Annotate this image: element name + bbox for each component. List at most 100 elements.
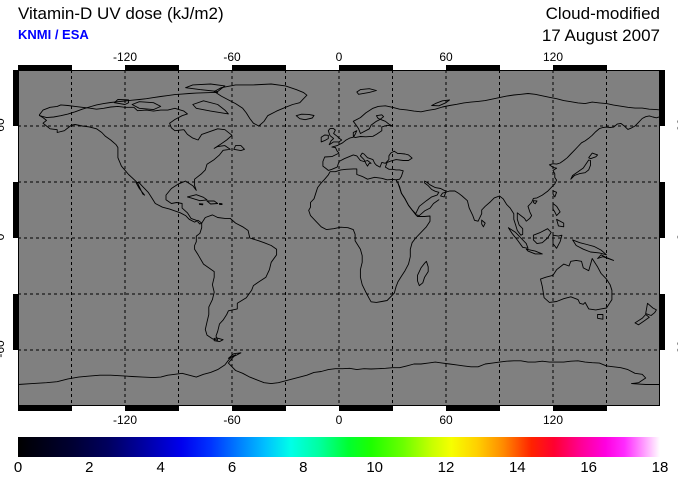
colorbar-tick-label: 4 bbox=[156, 459, 165, 476]
coastline-path bbox=[525, 248, 543, 255]
axis-tick-band-bottom bbox=[178, 406, 232, 411]
axis-tick-band-top bbox=[18, 65, 72, 70]
coastline-path bbox=[572, 239, 607, 256]
axis-tick-band-bottom bbox=[339, 406, 393, 411]
x-axis-tick-label: 60 bbox=[439, 50, 453, 64]
y-axis-tick-label: -60 bbox=[0, 340, 7, 358]
date-label: 17 August 2007 bbox=[541, 26, 660, 45]
coastline-path bbox=[507, 227, 529, 249]
coastline-path bbox=[481, 219, 486, 228]
coastline-path bbox=[415, 115, 660, 236]
header: Vitamin-D UV dose (kJ/m2) KNMI / ESA Clo… bbox=[0, 0, 678, 52]
x-axis-tick-label: -60 bbox=[223, 413, 241, 427]
x-axis-tick-label: -120 bbox=[112, 50, 138, 64]
coastline-path bbox=[194, 214, 278, 341]
map-panel bbox=[13, 65, 665, 411]
coastline-path bbox=[38, 104, 233, 225]
axis-tick-band-bottom bbox=[71, 406, 125, 411]
axis-tick-band-bottom bbox=[606, 406, 660, 411]
coastline-path bbox=[322, 105, 417, 215]
coastline-path bbox=[645, 302, 657, 316]
axis-tick-band-top bbox=[446, 65, 500, 70]
axis-tick-band-top bbox=[178, 65, 232, 70]
coastline-path bbox=[308, 168, 431, 303]
coastline-path bbox=[417, 260, 429, 287]
axis-tick-band-top bbox=[392, 65, 446, 70]
axis-tick-band-bottom bbox=[232, 406, 286, 411]
axis-tick-band-bottom bbox=[392, 406, 446, 411]
coastline-path bbox=[556, 218, 565, 228]
coastline-path bbox=[213, 337, 224, 343]
axis-tick-band-top bbox=[606, 65, 660, 70]
axis-tick-band-top bbox=[553, 65, 607, 70]
map-coastlines bbox=[18, 83, 660, 385]
axis-tick-band-bottom bbox=[446, 406, 500, 411]
world-map bbox=[18, 70, 660, 406]
coastline-path bbox=[295, 113, 315, 121]
coastline-path bbox=[192, 100, 229, 115]
axis-tick-band-bottom bbox=[285, 406, 339, 411]
axis-tick-band-left bbox=[13, 350, 18, 406]
axis-tick-band-right bbox=[660, 238, 665, 294]
x-axis-tick-label: 120 bbox=[542, 50, 564, 64]
coastline-path bbox=[327, 128, 343, 146]
axis-tick-band-left bbox=[13, 126, 18, 182]
x-axis-tick-label: 120 bbox=[542, 413, 564, 427]
x-axis-tick-label: 60 bbox=[439, 413, 453, 427]
axis-tick-band-bottom bbox=[553, 406, 607, 411]
axis-tick-band-bottom bbox=[125, 406, 179, 411]
coastline-path bbox=[206, 200, 219, 205]
axis-tick-band-bottom bbox=[18, 406, 72, 411]
x-axis-tick-label: -60 bbox=[223, 50, 241, 64]
x-axis-tick-label: -120 bbox=[112, 413, 138, 427]
axis-tick-band-top bbox=[125, 65, 179, 70]
axis-tick-band-left bbox=[13, 238, 18, 294]
page-title: Vitamin-D UV dose (kJ/m2) bbox=[18, 4, 224, 23]
coastline-path bbox=[552, 234, 563, 249]
coastline-path bbox=[131, 101, 162, 111]
axis-tick-band-right bbox=[660, 126, 665, 182]
axis-tick-band-right bbox=[660, 350, 665, 406]
coastline-path bbox=[552, 190, 558, 198]
source-credit: KNMI / ESA bbox=[18, 27, 89, 42]
colorbar-tick-label: 0 bbox=[13, 459, 23, 476]
axis-tick-band-bottom bbox=[499, 406, 553, 411]
colorbar-tick-label: 8 bbox=[299, 459, 308, 476]
coastline-path bbox=[597, 254, 615, 261]
coastline-path bbox=[431, 99, 451, 107]
x-axis-tick-label: 0 bbox=[335, 413, 343, 427]
coastline-path bbox=[532, 228, 552, 245]
axis-tick-band-right bbox=[660, 70, 665, 126]
coastline-path bbox=[227, 352, 242, 359]
product-label: Cloud-modified bbox=[545, 4, 660, 23]
axis-tick-band-top bbox=[232, 65, 286, 70]
colorbar-tick-label: 14 bbox=[508, 459, 526, 476]
axis-tick-band-top bbox=[71, 65, 125, 70]
colorbar-tick-label: 18 bbox=[651, 459, 669, 476]
coastline-path bbox=[213, 83, 308, 127]
y-axis-tick-label: 0 bbox=[0, 217, 7, 257]
colorbar-tick-label: 10 bbox=[366, 459, 384, 476]
coastline-path bbox=[532, 200, 538, 205]
axis-tick-band-right bbox=[660, 182, 665, 238]
axis-tick-band-left bbox=[13, 182, 18, 238]
y-axis-tick-label: 60 bbox=[0, 118, 7, 132]
coastline-path bbox=[356, 88, 377, 95]
axis-tick-band-top bbox=[499, 65, 553, 70]
colorbar-tick-label: 12 bbox=[437, 459, 455, 476]
colorbar-tick-label: 6 bbox=[227, 459, 237, 476]
x-axis-tick-label: 0 bbox=[335, 50, 343, 64]
colorbar-tick-label: 16 bbox=[580, 459, 598, 476]
coastline-path bbox=[186, 194, 208, 202]
colorbar-gradient bbox=[18, 437, 660, 457]
axis-tick-band-left bbox=[13, 294, 18, 350]
coastline-path bbox=[320, 134, 329, 143]
axis-tick-band-right bbox=[660, 294, 665, 350]
coastline-path bbox=[588, 152, 599, 160]
coastline-path bbox=[392, 93, 660, 113]
axis-tick-band-top bbox=[285, 65, 339, 70]
coastline-path bbox=[540, 258, 613, 311]
coastline-path bbox=[233, 145, 245, 152]
map-gridlines bbox=[18, 70, 660, 406]
coastline-path bbox=[198, 203, 204, 206]
